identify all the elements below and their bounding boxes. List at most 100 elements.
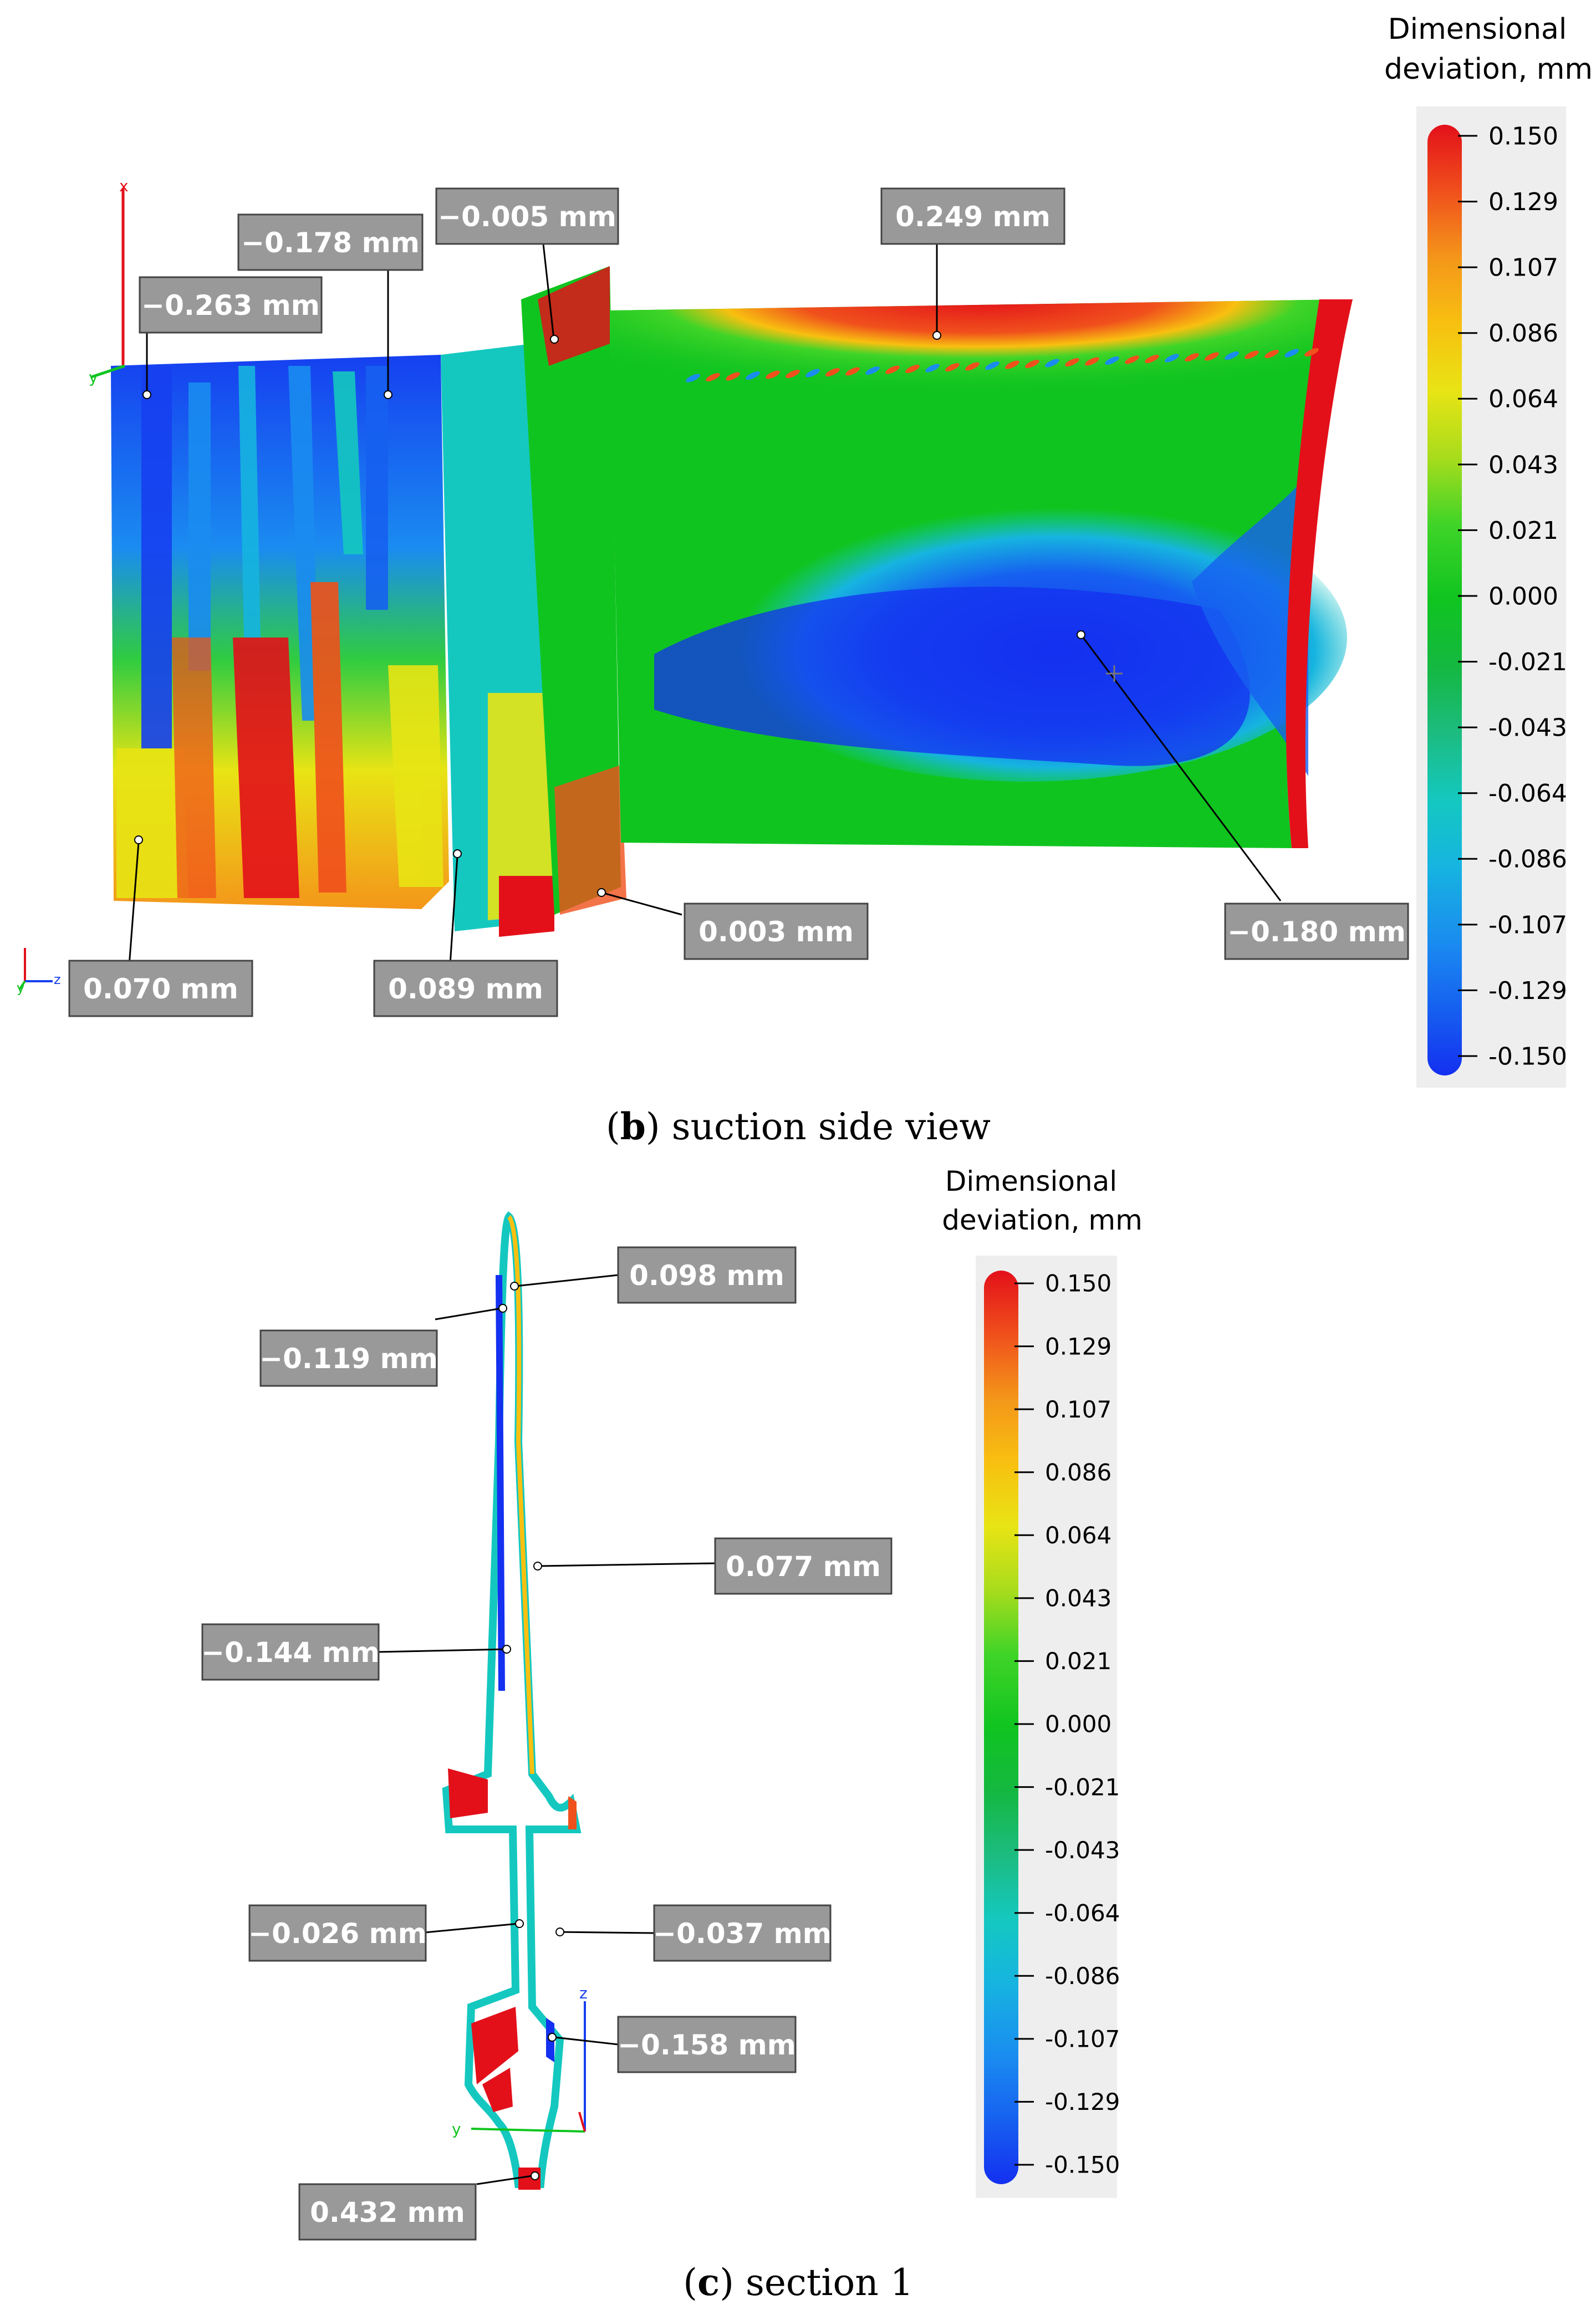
callout-b-5: 0.070 mm [68,960,253,1017]
cooling-hole-row-b [686,348,1319,383]
tick-group-c: 0.150 0.129 0.107 0.086 0.064 0.043 0.021 0.000… [1014,1270,1120,2179]
axis-triad-b: x y y z [17,177,129,996]
callout-c-2-text: −0.119 mm [259,1343,438,1375]
legend-c-tick-label: 0.086 [1045,1459,1111,1486]
callout-c-4: −0.144 mm [201,1623,380,1681]
legend-c-tick-label: 0.129 [1045,1333,1111,1360]
cooling-hole [1005,360,1019,369]
callout-c-2: −0.119 mm [259,1329,438,1387]
cooling-hole [1185,353,1199,361]
legend-b-tick-label: 0.043 [1488,451,1558,479]
legend-c-tick-label: -0.107 [1045,2026,1120,2053]
callout-c-7: −0.158 mm [617,2016,797,2073]
callout-c-7-text: −0.158 mm [618,2029,796,2061]
blade-surface-b [111,266,1353,937]
legend-b-tick-label: -0.129 [1488,977,1567,1005]
legend-b-tick-label: 0.064 [1488,385,1558,414]
cooling-hole [805,369,820,378]
legend-b-tick-label: -0.086 [1488,845,1567,874]
cooling-hole [1045,359,1059,368]
callout-c-8-text: 0.432 mm [310,2196,465,2229]
callout-c-6-text: −0.037 mm [653,1918,832,1950]
svg-text:y: y [17,980,24,996]
legend-c-tick-label: 0.043 [1045,1585,1111,1612]
callout-b-3: −0.005 mm [435,187,619,245]
callout-b-7: 0.003 mm [684,902,869,960]
callout-b-8: −0.180 mm [1224,902,1409,960]
shroud-strip-b [521,266,621,915]
callout-c-5: −0.026 mm [248,1904,427,1962]
cooling-hole [1284,349,1299,358]
legend-title-b-line1: Dimensional [1388,13,1567,46]
legend-c-tick-label: -0.129 [1045,2088,1120,2115]
callout-b-6: 0.089 mm [373,960,558,1017]
cooling-hole [1065,358,1079,366]
legend-b-tick-label: -0.150 [1488,1042,1567,1070]
cooling-hole [965,362,980,371]
caption-c-letter: c [697,2261,720,2304]
legend-title-c-line2: deviation, mm [942,1204,1143,1236]
cooling-hole [865,366,880,375]
callout-c-3: 0.077 mm [714,1537,893,1595]
callout-b-8-text: −0.180 mm [1227,916,1406,948]
cooling-hole [925,364,940,373]
cooling-hole [1125,355,1139,364]
cooling-hole [985,361,1000,370]
color-scale-c: Dimensional deviation, mm 0.150 0.129 0.10… [942,1165,1143,2198]
caption-b-text: ) suction side view [646,1105,991,1148]
cooling-hole [706,373,720,381]
caption-c: (c) section 1 [683,2261,913,2304]
legend-c-tick-label: -0.086 [1045,1962,1120,1990]
callout-b-7-text: 0.003 mm [698,916,854,948]
panel-b: Dimensional deviation, mm 0.150 0.129 0.10… [17,13,1593,1148]
legend-c-tick-label: 0.021 [1045,1648,1111,1675]
caption-b: (b) suction side view [606,1105,991,1148]
legend-b-tick-label: 0.086 [1488,319,1558,348]
tick-group-b: 0.150 0.129 0.107 0.086 0.064 0.043 0.021 0.000… [1458,122,1567,1070]
callouts-b: −0.263 mm −0.178 mm −0.005 mm 0.249 mm 0… [68,187,1409,1017]
cooling-hole [1025,360,1039,368]
callout-c-1: 0.098 mm [617,1246,797,1304]
legend-c-tick-label: -0.064 [1045,1899,1120,1926]
cooling-hole [845,367,860,376]
legend-c-tick-label: 0.150 [1045,1270,1111,1297]
panel-c: Dimensional deviation, mm 0.150 0.129 0.10… [201,1165,1143,2304]
cooling-hole [885,365,900,374]
caption-c-text: ) section 1 [720,2261,913,2304]
axis-label-y-c: y [452,2120,461,2138]
cooling-hole [825,368,840,376]
callout-c-8: 0.432 mm [298,2183,477,2241]
legend-c-tick-label: 0.107 [1045,1396,1111,1423]
svg-text:z: z [54,972,61,987]
legend-b-tick-label: 0.150 [1488,122,1558,150]
callout-c-3-text: 0.077 mm [726,1551,881,1583]
axis-triad-c: z y [452,1984,588,2138]
cooling-hole [905,365,920,373]
legend-c-tick-label: -0.021 [1045,1773,1120,1801]
legend-b-tick-label: -0.043 [1488,714,1567,742]
callout-b-2: −0.178 mm [237,213,424,271]
color-scale-b: Dimensional deviation, mm 0.150 0.129 0.10… [1384,13,1593,1088]
legend-b-tick-label: 0.129 [1488,188,1558,216]
cooling-hole [1085,357,1099,366]
legend-b-tick-label: -0.064 [1488,779,1567,808]
cooling-hole [945,363,960,371]
caption-b-letter: b [620,1105,646,1148]
cooling-hole [1225,351,1239,360]
cooling-hole [1205,352,1219,361]
callout-c-6: −0.037 mm [653,1904,832,1962]
cooling-hole [1105,356,1119,365]
cooling-hole [1165,354,1179,363]
legend-c-tick-label: 0.064 [1045,1522,1111,1549]
legend-c-tick-label: -0.043 [1045,1837,1120,1864]
axis-label-z-c: z [579,1984,588,2002]
legend-b-tick-label: 0.021 [1488,517,1558,545]
legend-b-tick-label: 0.000 [1488,582,1558,610]
legend-title-b-line2: deviation, mm [1384,53,1593,86]
callout-b-5-text: 0.070 mm [83,973,238,1005]
leader-lines-c [376,1274,716,2185]
callout-b-2-text: −0.178 mm [241,227,420,259]
callout-b-3-text: −0.005 mm [438,201,616,233]
axis-label-y-b: y [89,368,98,386]
color-bar-b [1427,125,1462,1075]
